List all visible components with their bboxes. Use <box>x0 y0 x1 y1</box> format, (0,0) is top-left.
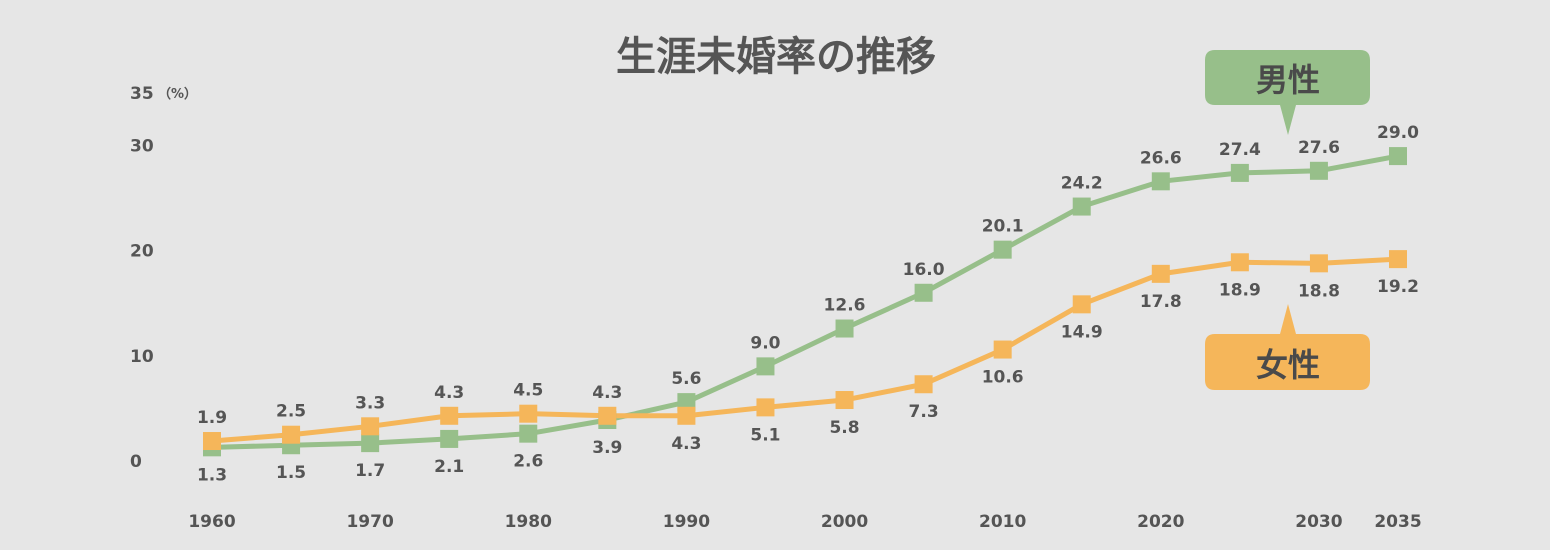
female-data-point <box>1072 295 1091 314</box>
female-value-label: 4.3 <box>592 383 622 403</box>
legend-male-bubble <box>1205 50 1370 135</box>
female-value-label: 7.3 <box>909 402 939 422</box>
male-value-label: 1.5 <box>276 463 306 483</box>
female-value-label: 5.8 <box>829 418 859 438</box>
female-data-point <box>993 340 1012 359</box>
female-value-label: 17.8 <box>1140 292 1182 312</box>
y-tick-label: 10 <box>130 347 154 367</box>
x-tick-label: 2000 <box>821 512 868 532</box>
y-unit-label: （%） <box>158 86 197 102</box>
male-data-point <box>1230 163 1249 182</box>
legend-female-bubble <box>1205 304 1370 390</box>
male-data-point <box>993 240 1012 259</box>
male-value-label: 1.3 <box>197 465 227 485</box>
male-value-label: 24.2 <box>1061 174 1103 194</box>
male-data-point <box>1151 172 1170 191</box>
chart-title: 生涯未婚率の推移 <box>616 34 936 80</box>
legend-female-label: 女性 <box>1256 346 1320 384</box>
female-data-point <box>914 375 933 394</box>
female-data-point <box>440 406 459 425</box>
female-value-label: 4.3 <box>671 434 701 454</box>
female-data-point <box>835 391 854 410</box>
male-value-label: 26.6 <box>1140 148 1182 168</box>
male-value-label: 5.6 <box>671 369 701 389</box>
series-lines <box>211 153 1399 450</box>
y-tick-label: 20 <box>130 242 154 262</box>
female-data-point <box>677 406 696 425</box>
x-tick-label: 1990 <box>663 512 710 532</box>
male-data-point <box>756 357 775 376</box>
male-value-label: 27.6 <box>1298 138 1340 158</box>
male-value-label: 1.7 <box>355 461 385 481</box>
male-data-point <box>835 319 854 338</box>
x-tick-label: 2035 <box>1374 512 1421 532</box>
female-value-label: 4.5 <box>513 381 543 401</box>
y-axis: 0 10 20 30 35 （%） <box>130 84 197 472</box>
female-value-label: 2.5 <box>276 402 306 422</box>
female-value-label: 14.9 <box>1061 322 1103 342</box>
female-value-label: 3.3 <box>355 393 385 413</box>
y-tick-label: 35 <box>130 84 154 104</box>
female-value-label: 18.9 <box>1219 280 1261 300</box>
male-value-label: 3.9 <box>592 438 622 458</box>
male-data-point <box>519 424 538 443</box>
female-data-point <box>282 425 301 444</box>
male-value-label: 12.6 <box>824 296 866 316</box>
male-value-label: 29.0 <box>1377 123 1419 143</box>
legend-female: 女性 <box>1205 304 1370 390</box>
x-tick-label: 2010 <box>979 512 1026 532</box>
male-data-point <box>1389 147 1407 166</box>
x-tick-label: 2030 <box>1295 512 1342 532</box>
female-data-point <box>1309 254 1328 273</box>
male-value-label: 20.1 <box>982 217 1024 237</box>
point-labels: 1.3 1.5 1.7 2.1 2.6 3.9 5.6 9.0 12.6 16.0 20.1 24.2… <box>197 123 1419 485</box>
female-data-point <box>756 398 775 417</box>
male-series-line <box>211 153 1399 450</box>
series-points <box>203 147 1407 457</box>
male-value-label: 2.1 <box>434 457 464 477</box>
female-data-point <box>361 417 380 436</box>
y-tick-label: 0 <box>130 452 142 472</box>
x-axis: 1960 1970 1980 1990 2000 2010 2020 2030 2035 <box>188 512 1421 532</box>
y-tick-label: 30 <box>130 137 154 157</box>
female-data-point <box>1230 253 1249 272</box>
female-data-point <box>1151 264 1170 283</box>
female-value-label: 10.6 <box>982 368 1024 388</box>
female-data-point <box>1389 250 1407 269</box>
male-data-point <box>440 429 459 448</box>
female-data-point <box>203 432 221 451</box>
x-tick-label: 1970 <box>346 512 393 532</box>
legend-male: 男性 <box>1205 50 1370 135</box>
x-tick-label: 1980 <box>505 512 552 532</box>
male-data-point <box>1309 161 1328 180</box>
female-data-point <box>598 406 617 425</box>
male-data-point <box>914 283 933 302</box>
female-value-label: 18.8 <box>1298 281 1340 301</box>
legend-male-label: 男性 <box>1256 61 1320 99</box>
x-tick-label: 1960 <box>188 512 235 532</box>
male-value-label: 27.4 <box>1219 140 1261 160</box>
female-data-point <box>519 404 538 423</box>
male-value-label: 16.0 <box>903 260 945 280</box>
male-data-point <box>1072 197 1091 216</box>
female-value-label: 4.3 <box>434 383 464 403</box>
male-data-point <box>677 393 696 412</box>
female-series-line <box>211 256 1399 444</box>
male-value-label: 9.0 <box>750 333 780 353</box>
female-value-label: 19.2 <box>1377 277 1419 297</box>
male-data-point <box>361 434 380 453</box>
x-tick-label: 2020 <box>1137 512 1184 532</box>
male-value-label: 2.6 <box>513 452 543 472</box>
female-value-label: 5.1 <box>750 425 780 445</box>
female-value-label: 1.9 <box>197 408 227 428</box>
